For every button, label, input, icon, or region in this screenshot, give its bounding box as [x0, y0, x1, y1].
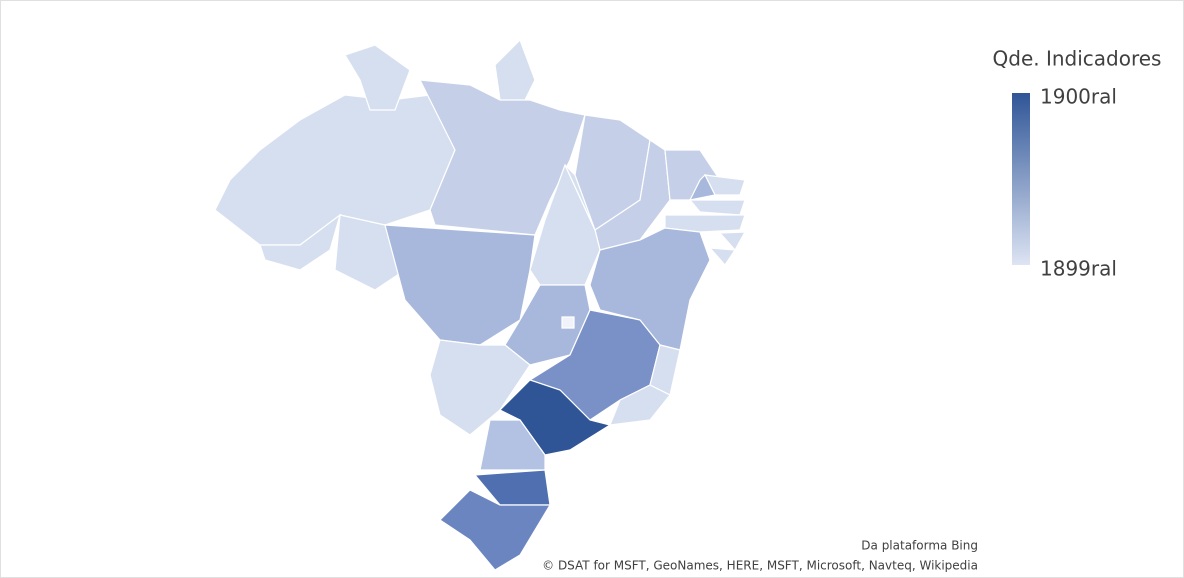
state-region	[564, 164, 596, 231]
state-region	[259, 213, 342, 271]
legend-min: 1899ral	[1040, 257, 1117, 281]
state-region	[418, 79, 586, 236]
legend-title: Qde. Indicadores	[993, 47, 1162, 71]
state-region	[384, 224, 536, 346]
state-region	[609, 384, 671, 426]
attribution-source: Da plataforma Bing	[861, 539, 978, 553]
state-region	[439, 489, 552, 571]
state-region	[344, 44, 411, 111]
state-region	[718, 231, 747, 252]
map	[214, 38, 747, 571]
state-region	[479, 419, 546, 471]
state-region	[664, 214, 746, 233]
state-region	[688, 173, 716, 201]
state-region	[561, 316, 575, 329]
attribution-credits: © DSAT for MSFT, GeoNames, HERE, MSFT, M…	[542, 559, 978, 573]
state-region	[589, 227, 711, 351]
state-region	[494, 38, 536, 111]
legend-max: 1900ral	[1040, 85, 1117, 109]
legend-gradient	[1012, 93, 1030, 265]
state-region	[708, 247, 737, 266]
